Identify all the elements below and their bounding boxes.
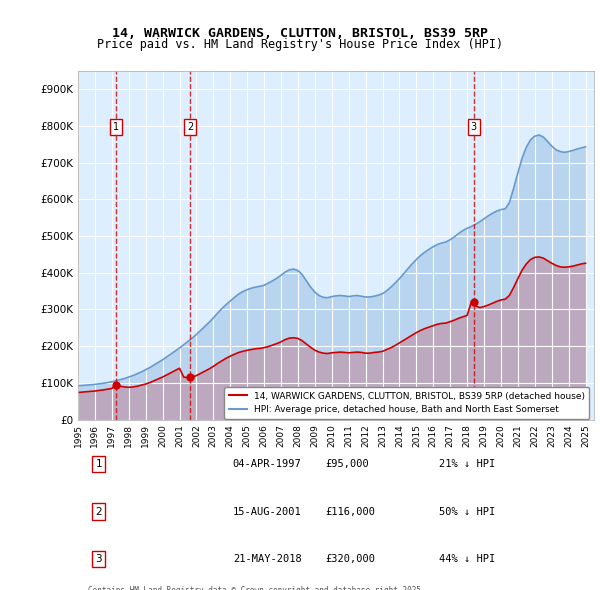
Text: 2: 2 [95,507,102,517]
Text: 3: 3 [470,122,476,132]
Text: 3: 3 [95,554,102,564]
Text: Contains HM Land Registry data © Crown copyright and database right 2025.
This d: Contains HM Land Registry data © Crown c… [88,586,426,590]
Text: £95,000: £95,000 [326,459,370,469]
Text: 21-MAY-2018: 21-MAY-2018 [233,554,302,564]
Legend: 14, WARWICK GARDENS, CLUTTON, BRISTOL, BS39 5RP (detached house), HPI: Average p: 14, WARWICK GARDENS, CLUTTON, BRISTOL, B… [224,387,589,419]
Text: £320,000: £320,000 [326,554,376,564]
Text: 50% ↓ HPI: 50% ↓ HPI [439,507,496,517]
Text: 1: 1 [95,459,102,469]
Text: 1: 1 [113,122,119,132]
Text: 04-APR-1997: 04-APR-1997 [233,459,302,469]
Text: 44% ↓ HPI: 44% ↓ HPI [439,554,496,564]
Text: £116,000: £116,000 [326,507,376,517]
Text: Price paid vs. HM Land Registry's House Price Index (HPI): Price paid vs. HM Land Registry's House … [97,38,503,51]
Text: 14, WARWICK GARDENS, CLUTTON, BRISTOL, BS39 5RP: 14, WARWICK GARDENS, CLUTTON, BRISTOL, B… [112,27,488,40]
Text: 15-AUG-2001: 15-AUG-2001 [233,507,302,517]
Text: 2: 2 [187,122,193,132]
Text: 21% ↓ HPI: 21% ↓ HPI [439,459,496,469]
